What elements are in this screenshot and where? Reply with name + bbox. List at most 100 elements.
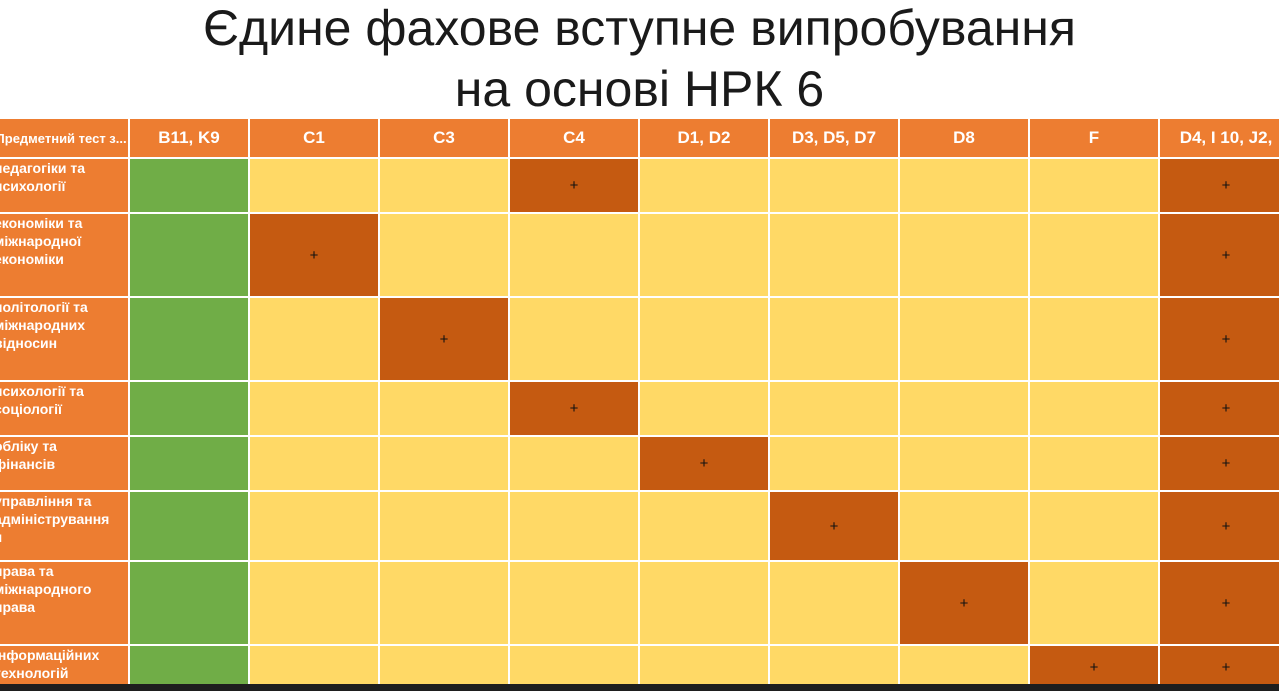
- table-cell: [638, 157, 770, 214]
- marked-cell: +: [1158, 435, 1279, 492]
- table-cell: [378, 212, 510, 298]
- column-header: F: [1028, 117, 1160, 159]
- column-header: D4, I 10, J2,: [1158, 117, 1279, 159]
- table-cell: [898, 435, 1030, 492]
- table-cell: [508, 490, 640, 562]
- table-cell: [248, 296, 380, 382]
- marked-cell: +: [1028, 644, 1160, 690]
- table-cell: [248, 435, 380, 492]
- table-cell: [898, 296, 1030, 382]
- table-cell: [768, 560, 900, 646]
- marked-cell: +: [508, 380, 640, 437]
- table-row: психології та соціології + +: [0, 380, 1279, 437]
- table-cell: [1028, 490, 1160, 562]
- marked-cell: +: [508, 157, 640, 214]
- marked-cell: +: [638, 435, 770, 492]
- table-row: політології та міжнародних відносин + +: [0, 296, 1279, 382]
- row-header: педагогіки та психології: [0, 157, 130, 214]
- table-row: педагогіки та психології + +: [0, 157, 1279, 214]
- column-header: C3: [378, 117, 510, 159]
- column-header: D1, D2: [638, 117, 770, 159]
- table-cell: [638, 296, 770, 382]
- table-cell: [638, 560, 770, 646]
- table-row: управління та адміністрування я + +: [0, 490, 1279, 562]
- column-header: D8: [898, 117, 1030, 159]
- table-cell: [378, 380, 510, 437]
- table-row: обліку та фінансів + +: [0, 435, 1279, 492]
- table-cell: [378, 644, 510, 690]
- page-title-line-1: Єдине фахове вступне випробування: [203, 0, 1076, 56]
- table-cell: [128, 212, 250, 298]
- column-header: C1: [248, 117, 380, 159]
- table-cell: [768, 380, 900, 437]
- table-cell: [248, 380, 380, 437]
- marked-cell: +: [1158, 157, 1279, 214]
- table-cell: [508, 296, 640, 382]
- table-cell: [638, 380, 770, 437]
- exam-subject-table: Предметний тест з... B11, K9 C1 C3 C4 D1…: [0, 117, 1279, 690]
- table-cell: [898, 380, 1030, 437]
- table-cell: [768, 212, 900, 298]
- table-cell: [128, 296, 250, 382]
- table-cell: [898, 212, 1030, 298]
- bottom-bar: [0, 684, 1279, 691]
- table-cell: [128, 380, 250, 437]
- marked-cell: +: [248, 212, 380, 298]
- row-header: управління та адміністрування я: [0, 490, 130, 562]
- table-cell: [1028, 157, 1160, 214]
- table-cell: [768, 644, 900, 690]
- table-cell: [248, 644, 380, 690]
- table-cell: [378, 490, 510, 562]
- table-cell: [128, 560, 250, 646]
- table-row: інформаційних технологій + +: [0, 644, 1279, 690]
- marked-cell: +: [768, 490, 900, 562]
- marked-cell: +: [898, 560, 1030, 646]
- table-cell: [248, 157, 380, 214]
- table-cell: [378, 157, 510, 214]
- marked-cell: +: [1158, 212, 1279, 298]
- row-header: психології та соціології: [0, 380, 130, 437]
- marked-cell: +: [1158, 560, 1279, 646]
- table-cell: [128, 157, 250, 214]
- table-cell: [248, 490, 380, 562]
- table-cell: [768, 296, 900, 382]
- table-cell: [128, 644, 250, 690]
- marked-cell: +: [1158, 296, 1279, 382]
- table-cell: [638, 644, 770, 690]
- table-cell: [898, 490, 1030, 562]
- row-header: обліку та фінансів: [0, 435, 130, 492]
- table-cell: [508, 212, 640, 298]
- column-header: D3, D5, D7: [768, 117, 900, 159]
- table-cell: [1028, 212, 1160, 298]
- row-header: інформаційних технологій: [0, 644, 130, 690]
- marked-cell: +: [1158, 490, 1279, 562]
- table-cell: [128, 435, 250, 492]
- table-cell: [508, 560, 640, 646]
- row-header: права та міжнародного права: [0, 560, 130, 646]
- marked-cell: +: [1158, 380, 1279, 437]
- table-cell: [898, 157, 1030, 214]
- table-row: економіки та міжнародної економіки + +: [0, 212, 1279, 298]
- column-header: B11, K9: [128, 117, 250, 159]
- corner-header: Предметний тест з...: [0, 117, 130, 159]
- table-cell: [378, 435, 510, 492]
- table-cell: [638, 212, 770, 298]
- table-cell: [378, 560, 510, 646]
- column-header: C4: [508, 117, 640, 159]
- header-row: Предметний тест з... B11, K9 C1 C3 C4 D1…: [0, 117, 1279, 159]
- table-cell: [638, 490, 770, 562]
- marked-cell: +: [378, 296, 510, 382]
- table-cell: [128, 490, 250, 562]
- table-cell: [768, 157, 900, 214]
- table-cell: [1028, 435, 1160, 492]
- table-cell: [898, 644, 1030, 690]
- table-cell: [508, 435, 640, 492]
- table-cell: [1028, 296, 1160, 382]
- row-header: політології та міжнародних відносин: [0, 296, 130, 382]
- table-cell: [248, 560, 380, 646]
- table-row: права та міжнародного права + +: [0, 560, 1279, 646]
- row-header: економіки та міжнародної економіки: [0, 212, 130, 298]
- page-title-line-2: на основі НРК 6: [454, 61, 825, 117]
- marked-cell: +: [1158, 644, 1279, 690]
- table-cell: [508, 644, 640, 690]
